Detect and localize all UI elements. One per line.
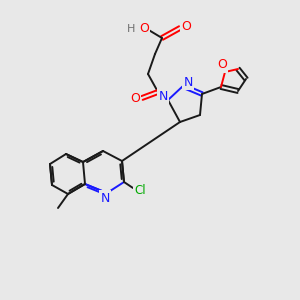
Text: H: H	[127, 24, 135, 34]
Text: O: O	[130, 92, 140, 104]
Text: O: O	[181, 20, 191, 34]
Text: N: N	[158, 89, 168, 103]
Text: Cl: Cl	[134, 184, 146, 197]
Text: N: N	[100, 191, 110, 205]
Text: O: O	[217, 58, 227, 71]
Text: N: N	[183, 76, 193, 88]
Text: O: O	[139, 22, 149, 34]
